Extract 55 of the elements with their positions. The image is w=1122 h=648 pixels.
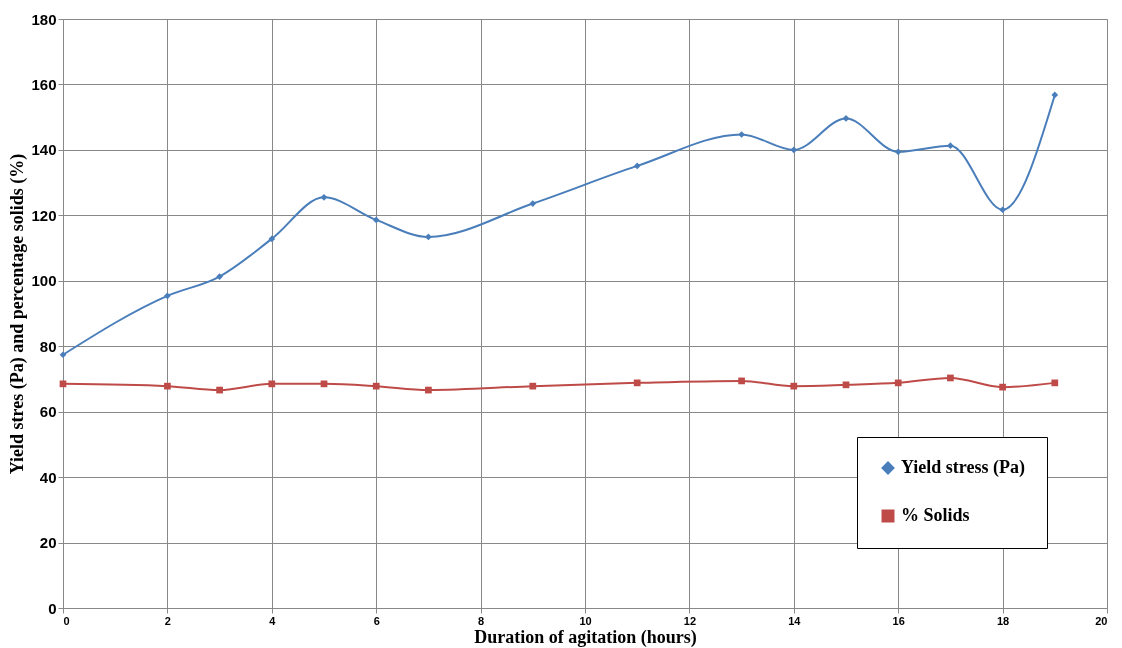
x-tick-label: 6 — [373, 614, 380, 627]
point — [268, 380, 276, 388]
point — [947, 142, 954, 149]
x-tick-label: 14 — [788, 614, 802, 627]
x-tick-label: 4 — [269, 614, 277, 627]
point — [894, 379, 902, 387]
x-tick-label: 10 — [579, 614, 592, 627]
point — [738, 377, 745, 385]
point — [268, 235, 276, 243]
point — [894, 148, 902, 156]
legend-label: % Solids — [901, 505, 970, 525]
point — [320, 193, 328, 201]
x-tick-label: 18 — [996, 614, 1010, 627]
y-tick-label: 120 — [31, 206, 57, 224]
x-tick-label: 12 — [683, 614, 697, 627]
point — [738, 131, 745, 138]
point — [633, 379, 641, 387]
point — [999, 206, 1006, 214]
point — [216, 386, 223, 394]
y-tick-label: 60 — [39, 403, 57, 421]
point — [842, 381, 850, 389]
point — [320, 380, 328, 388]
point — [529, 382, 537, 390]
point — [425, 386, 432, 394]
y-tick-label: 160 — [31, 75, 57, 93]
legend-label: Yield stress (Pa) — [901, 457, 1025, 478]
point — [999, 383, 1006, 391]
point — [216, 273, 223, 280]
point — [947, 374, 954, 382]
y-tick-label: 100 — [31, 272, 57, 290]
point — [425, 233, 432, 241]
point — [59, 380, 67, 388]
x-axis-title: Duration of agitation (hours) — [474, 626, 697, 648]
y-tick-label: 20 — [39, 534, 57, 552]
x-tick-label: 16 — [892, 614, 905, 627]
x-tick-label: 0 — [63, 614, 70, 627]
point — [372, 382, 380, 390]
point — [1051, 91, 1059, 99]
y-tick-label: 180 — [31, 10, 57, 28]
y-axis-title: Yield stres (Pa) and percentage solids (%) — [7, 153, 29, 475]
y-tick-label: 40 — [39, 468, 57, 486]
point — [164, 292, 171, 300]
point — [790, 146, 798, 154]
point — [1051, 379, 1059, 387]
point — [790, 382, 798, 390]
x-tick-label: 2 — [164, 614, 171, 627]
point — [372, 216, 380, 224]
point — [633, 162, 641, 170]
point — [529, 200, 537, 207]
y-tick-label: 140 — [31, 141, 57, 159]
x-tick-label: 20 — [1095, 614, 1108, 627]
point — [59, 351, 67, 359]
x-tick-label: 8 — [478, 614, 485, 627]
y-tick-label: 80 — [39, 337, 57, 355]
point — [164, 382, 171, 390]
